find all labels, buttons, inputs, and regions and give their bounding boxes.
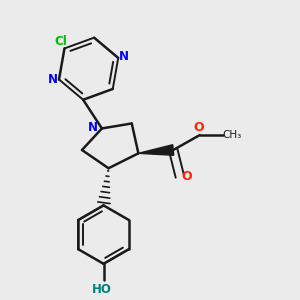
Text: O: O	[182, 170, 193, 183]
Text: O: O	[194, 121, 204, 134]
Text: N: N	[119, 50, 129, 63]
Text: N: N	[48, 73, 58, 86]
Text: CH₃: CH₃	[222, 130, 241, 140]
Polygon shape	[138, 145, 174, 155]
Text: Cl: Cl	[55, 35, 68, 48]
Text: N: N	[88, 121, 98, 134]
Text: HO: HO	[92, 283, 112, 296]
